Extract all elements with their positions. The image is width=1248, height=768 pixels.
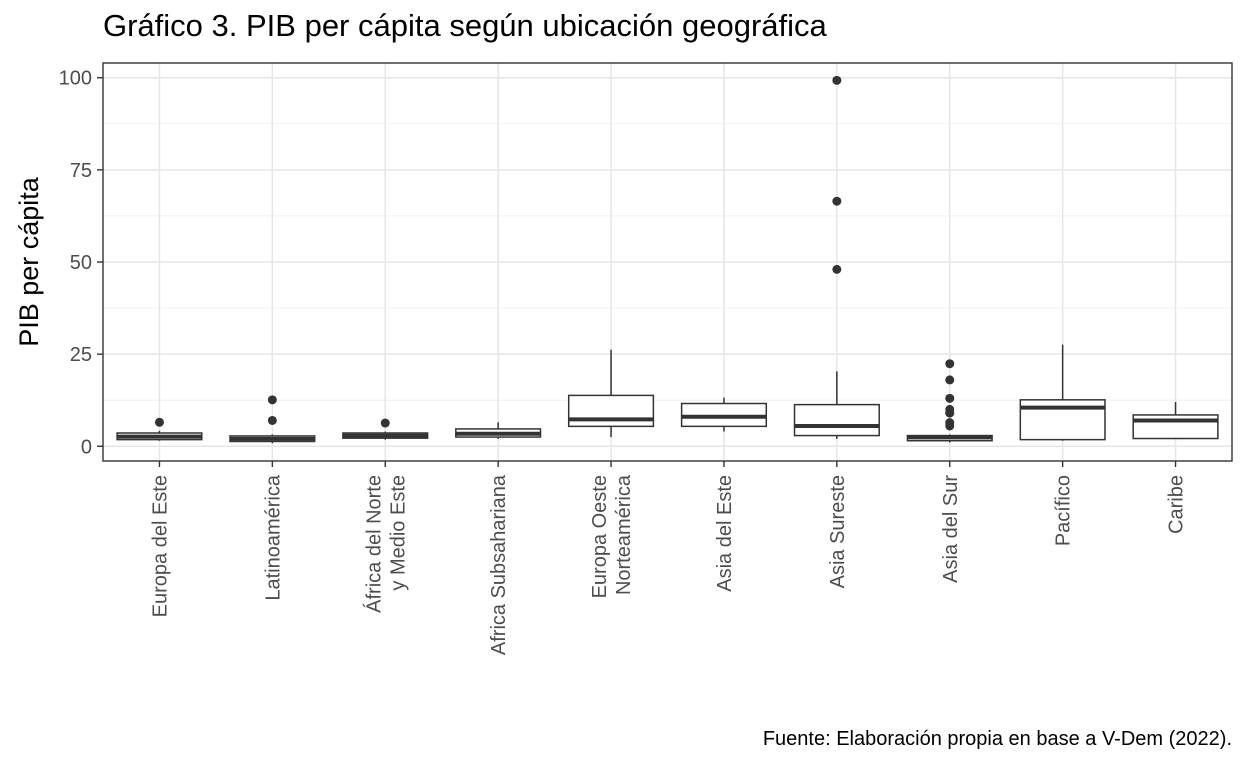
box xyxy=(567,394,655,428)
x-tick-label: África del Norte y Medio Este xyxy=(362,475,409,613)
box xyxy=(793,403,880,437)
y-tick-label: 100 xyxy=(59,68,92,90)
box-group xyxy=(793,75,880,439)
outlier-point xyxy=(154,417,164,427)
x-tick-label: Asia Sureste xyxy=(827,475,849,588)
x-tick-label: Europa del Este xyxy=(149,475,171,617)
x-tick-label-line: África del Norte xyxy=(362,475,385,613)
x-tick-label-line: y Medio Este xyxy=(387,475,409,591)
y-axis-label: PIB per cápita xyxy=(14,176,44,347)
x-tick-label-line: Latinoamérica xyxy=(262,474,284,601)
box-group xyxy=(229,395,316,444)
x-tick-label-line: Pacífico xyxy=(1053,475,1075,546)
box-group xyxy=(1019,344,1106,441)
x-tick-label-line: Asia del Sur xyxy=(940,475,962,583)
x-tick-label-line: Europa Oeste xyxy=(589,475,611,598)
box-group xyxy=(342,418,429,440)
outlier-point xyxy=(832,75,842,85)
x-tick-label: Latinoamérica xyxy=(262,474,284,601)
x-tick-label: Pacífico xyxy=(1053,475,1075,546)
outlier-point xyxy=(267,395,277,405)
x-tick-label-line: Caribe xyxy=(1166,475,1188,534)
box-group xyxy=(567,349,655,438)
y-tick-label: 75 xyxy=(70,160,92,182)
outlier-point xyxy=(380,418,390,428)
box-group xyxy=(680,397,768,432)
x-tick-label-line: Africa Subsahariana xyxy=(488,474,510,655)
box-series xyxy=(116,75,1219,444)
outlier-point xyxy=(832,196,842,206)
x-tick-label: Asia del Sur xyxy=(940,475,962,583)
x-tick-label-line: Europa del Este xyxy=(149,475,171,617)
chart-caption: Fuente: Elaboración propia en base a V-D… xyxy=(762,728,1232,750)
y-tick-label: 25 xyxy=(70,344,92,366)
outlier-point xyxy=(945,359,955,369)
outlier-point xyxy=(267,415,277,425)
x-tick-label-line: Asia Sureste xyxy=(827,475,849,588)
outlier-point xyxy=(945,375,955,385)
y-tick-label: 0 xyxy=(81,436,92,458)
chart-title: Gráfico 3. PIB per cápita según ubicació… xyxy=(103,8,827,43)
x-tick-label-line: Asia del Este xyxy=(714,475,736,592)
outlier-point xyxy=(832,264,842,274)
x-tick-label: Africa Subsahariana xyxy=(488,474,510,655)
box-group xyxy=(455,422,542,439)
box-group xyxy=(1132,402,1219,440)
box-group xyxy=(116,417,203,441)
x-tick-label: Asia del Este xyxy=(714,475,736,592)
outlier-point xyxy=(945,404,955,414)
box-group xyxy=(906,359,993,443)
x-axis: Europa del Este Latinoamérica África del N… xyxy=(149,461,1188,655)
x-tick-label: Caribe xyxy=(1166,475,1188,534)
major-gridlines xyxy=(103,63,1232,461)
y-axis: 0 25 50 75 100 xyxy=(59,68,103,458)
x-tick-label: Europa Oeste Norteamérica xyxy=(589,474,635,598)
y-tick-label: 50 xyxy=(70,252,92,274)
outlier-point xyxy=(945,393,955,403)
x-tick-label-line: Norteamérica xyxy=(613,474,635,595)
outlier-point xyxy=(945,418,955,428)
